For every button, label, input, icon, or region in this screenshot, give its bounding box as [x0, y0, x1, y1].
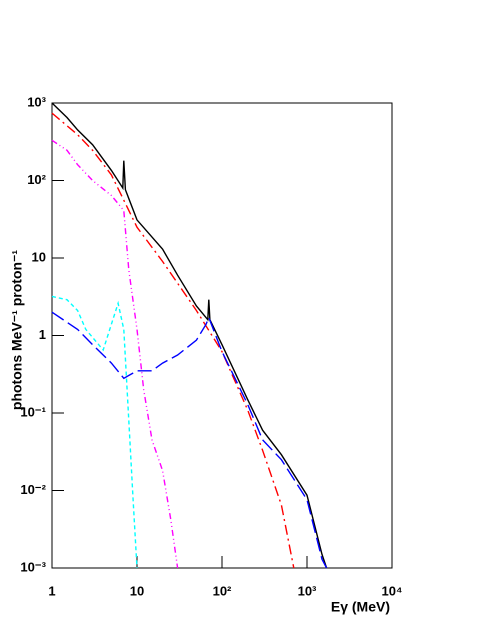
y-tick-label: 10⁻²: [20, 482, 46, 497]
x-tick-label: 1: [48, 583, 55, 598]
x-tick-label: 10²: [213, 583, 232, 598]
series-line: [51, 311, 328, 569]
y-tick-label: 10²: [27, 172, 46, 187]
x-tick-label: 10: [130, 583, 144, 598]
y-tick-label: 1: [39, 327, 46, 342]
y-tick-label: 10⁻³: [20, 559, 46, 574]
y-tick-label: 10³: [27, 94, 46, 109]
plot-frame: [51, 102, 393, 569]
y-axis-label: photons MeV⁻¹ proton⁻¹: [9, 250, 25, 411]
y-tick-label: 10: [32, 249, 46, 264]
series-line: [51, 295, 138, 569]
series-line: [51, 102, 328, 569]
x-tick-label: 10³: [298, 583, 317, 598]
y-tick-label: 10⁻¹: [20, 404, 46, 419]
series-line: [51, 139, 179, 569]
x-tick-label: 10⁴: [382, 583, 403, 598]
x-axis-label: Eγ (MeV): [331, 599, 390, 615]
